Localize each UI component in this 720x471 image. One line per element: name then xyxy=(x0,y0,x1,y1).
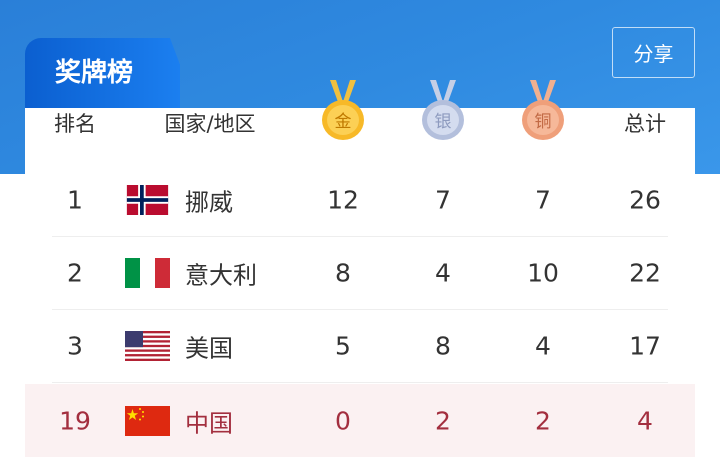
total-count: 26 xyxy=(629,185,661,215)
silver-header: 银 xyxy=(435,112,452,132)
italy-flag-icon xyxy=(125,258,170,288)
china-flag-icon xyxy=(125,405,170,436)
country-header: 国家/地区 xyxy=(164,112,256,136)
table-row: 3 美国 5 8 4 17 xyxy=(52,310,668,383)
silver-medal-icon: 银 xyxy=(422,80,464,140)
total-count: 4 xyxy=(637,406,653,435)
silver-count: 7 xyxy=(435,185,451,215)
rank-header: 排名 xyxy=(54,112,96,136)
rank: 3 xyxy=(67,331,83,361)
table-row: 1 挪威 12 7 7 26 xyxy=(52,164,668,237)
gold-count: 5 xyxy=(335,331,351,361)
rank: 19 xyxy=(59,406,91,435)
gold-count: 0 xyxy=(335,406,351,435)
page-title: 奖牌榜 xyxy=(55,58,134,88)
share-button[interactable]: 分享 xyxy=(612,27,695,78)
norway-flag-icon xyxy=(126,185,169,215)
bronze-count: 10 xyxy=(527,258,559,288)
country-name: 意大利 xyxy=(185,261,257,290)
medal-table: 排名 国家/地区 金 银 铜 总计 1 挪威 12 7 7 26 2 意大利 8… xyxy=(25,80,695,471)
table-header: 排名 国家/地区 金 银 铜 总计 xyxy=(25,80,695,168)
rank: 1 xyxy=(67,185,83,215)
silver-count: 2 xyxy=(435,406,451,435)
total-header: 总计 xyxy=(624,112,666,136)
gold-count: 12 xyxy=(327,185,359,215)
total-count: 17 xyxy=(629,331,661,361)
bronze-count: 4 xyxy=(535,331,551,361)
bronze-count: 2 xyxy=(535,406,551,435)
table-row-highlighted: 19 中国 0 2 2 4 xyxy=(25,384,695,457)
country-name: 美国 xyxy=(185,334,233,363)
medal-table-tab: 奖牌榜 xyxy=(25,38,180,110)
silver-count: 4 xyxy=(435,258,451,288)
country-name: 挪威 xyxy=(185,188,233,217)
country-name: 中国 xyxy=(185,409,233,437)
bronze-medal-icon: 铜 xyxy=(522,80,564,140)
table-row: 2 意大利 8 4 10 22 xyxy=(52,237,668,310)
silver-count: 8 xyxy=(435,331,451,361)
usa-flag-icon xyxy=(125,331,170,361)
gold-count: 8 xyxy=(335,258,351,288)
total-count: 22 xyxy=(629,258,661,288)
gold-header: 金 xyxy=(335,112,352,132)
rank: 2 xyxy=(67,258,83,288)
bronze-count: 7 xyxy=(535,185,551,215)
gold-medal-icon: 金 xyxy=(322,80,364,140)
bronze-header: 铜 xyxy=(535,112,552,132)
